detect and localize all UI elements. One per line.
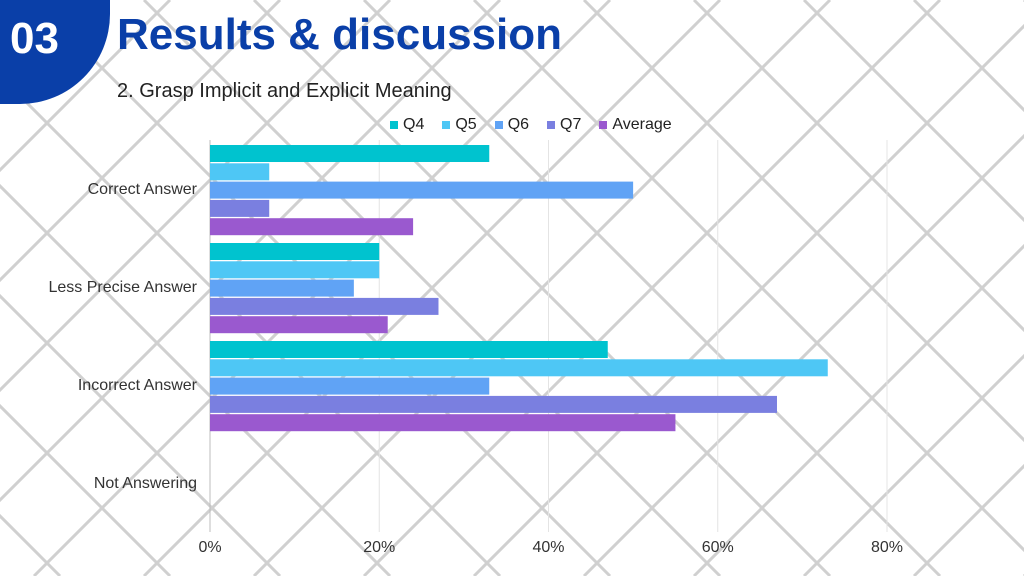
legend-swatch — [547, 121, 556, 129]
chart-legend: Q4 Q5 Q6 Q7 Average — [390, 116, 690, 134]
category-label: Less Precise Answer — [48, 279, 197, 296]
pattern-line — [0, 0, 172, 173]
pattern-line — [0, 0, 282, 283]
bar — [210, 199, 270, 217]
page-title: Results & discussion — [117, 10, 563, 59]
pattern-line — [692, 0, 1024, 333]
legend-item: Q6 — [494, 116, 530, 134]
legend-swatch — [442, 121, 451, 129]
pattern-line — [582, 0, 1024, 443]
pattern-line — [252, 0, 832, 576]
x-tick-label: 40% — [532, 539, 564, 556]
x-tick-label: 80% — [871, 539, 903, 556]
legend-swatch — [390, 121, 398, 129]
pattern-line — [0, 293, 282, 576]
bar — [210, 145, 490, 162]
bar — [210, 414, 676, 432]
section-number: 03 — [10, 14, 59, 63]
pattern-line — [0, 403, 172, 576]
bar — [210, 316, 388, 334]
pattern-line — [912, 463, 1024, 576]
bar — [210, 377, 490, 395]
legend-swatch — [599, 121, 608, 129]
x-tick-label: 20% — [363, 539, 395, 556]
legend-label: Q4 — [403, 116, 425, 133]
legend-item: Q7 — [547, 116, 581, 134]
legend-item: Q4 — [390, 116, 424, 134]
legend-label: Q7 — [560, 116, 582, 133]
category-label: Incorrect Answer — [78, 377, 198, 394]
bar — [210, 181, 634, 199]
legend-swatch — [494, 121, 503, 129]
bar — [210, 261, 380, 279]
bar — [210, 218, 414, 236]
page-subtitle: 2. Grasp Implicit and Explicit Meaning — [117, 80, 452, 102]
pattern-line — [0, 183, 392, 576]
legend-item: Q5 — [442, 116, 477, 134]
bar — [210, 279, 354, 297]
pattern-line — [142, 0, 722, 576]
bar — [210, 359, 828, 377]
x-tick-label: 0% — [198, 539, 221, 556]
bar — [210, 163, 270, 181]
category-label: Correct Answer — [88, 181, 198, 198]
pattern-line — [802, 0, 1024, 223]
pattern-line — [912, 0, 1024, 113]
pattern-line — [362, 0, 942, 576]
legend-label: Q6 — [507, 116, 530, 133]
legend-item: Average — [599, 116, 672, 134]
bar — [210, 341, 608, 358]
bar — [210, 243, 380, 260]
category-label: Not Answering — [94, 475, 197, 492]
legend-label: Q5 — [455, 116, 477, 133]
legend-label: Average — [612, 116, 672, 133]
bar — [210, 395, 777, 413]
bar — [210, 297, 439, 315]
pattern-line — [472, 0, 1024, 553]
x-tick-label: 60% — [702, 539, 734, 556]
pattern-line — [802, 353, 1024, 576]
